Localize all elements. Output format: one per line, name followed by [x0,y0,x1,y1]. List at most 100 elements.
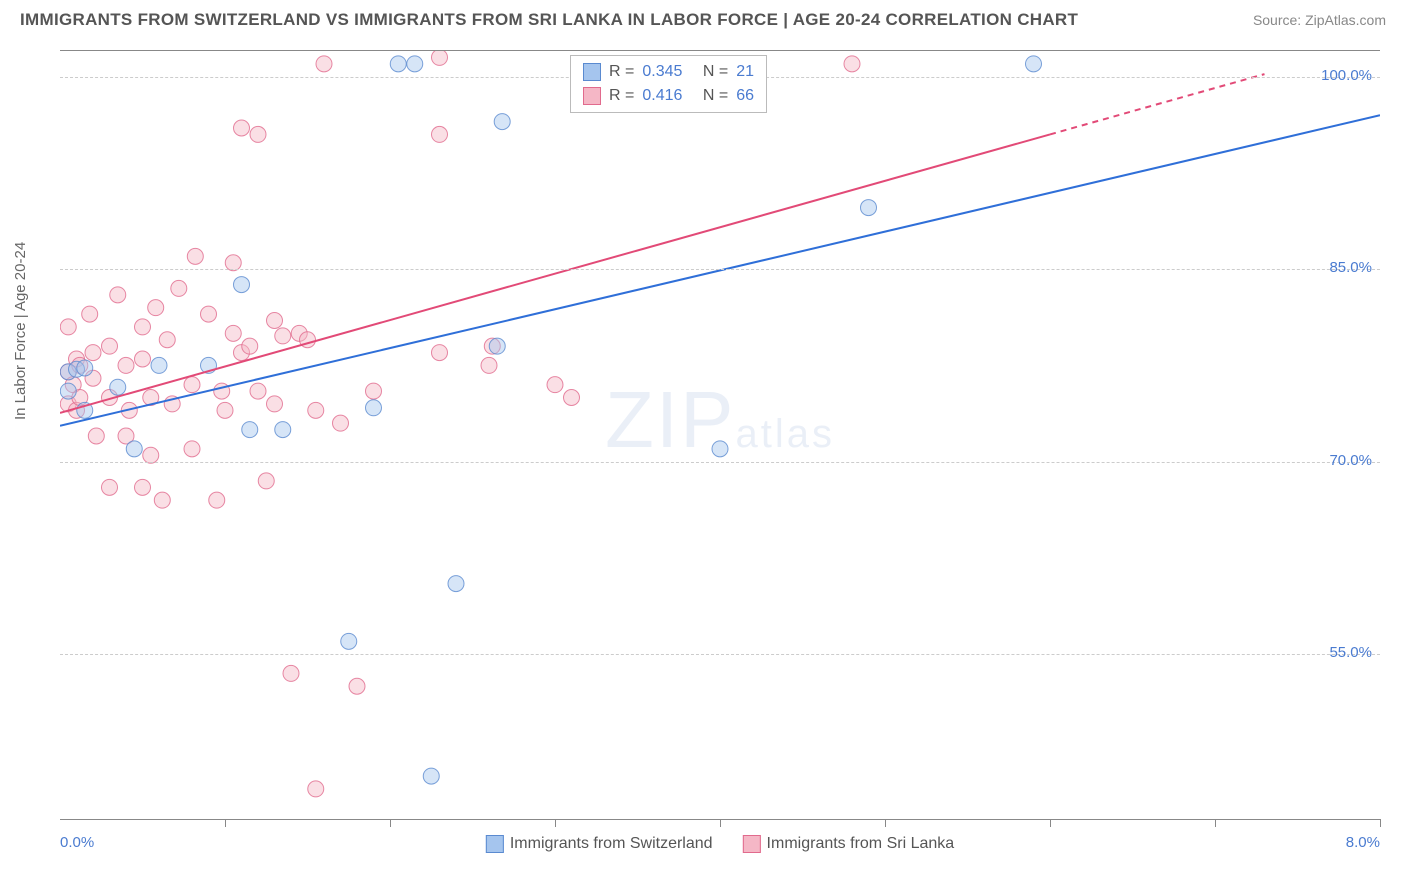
stats-row-series1: R = 0.345 N = 21 [583,60,754,84]
data-point [564,390,580,406]
data-point [171,280,187,296]
data-point [85,345,101,361]
gridline [60,462,1380,463]
data-point [77,360,93,376]
data-point [1026,56,1042,72]
x-tick [885,819,886,827]
data-point [712,441,728,457]
data-point [135,319,151,335]
data-point [201,306,217,322]
y-tick-label: 85.0% [1329,259,1372,276]
data-point [60,319,76,335]
chart-plot-area: ZIPatlas 55.0%70.0%85.0%100.0% R = 0.345… [60,50,1380,820]
r-value-series2: 0.416 [642,84,682,108]
data-point [432,345,448,361]
gridline [60,269,1380,270]
data-point [258,473,274,489]
regression-line [60,115,1380,426]
data-point [234,277,250,293]
data-point [184,441,200,457]
data-point [366,400,382,416]
data-point [159,332,175,348]
data-point [102,479,118,495]
stats-swatch-series1 [583,63,601,81]
source-attribution: Source: ZipAtlas.com [1253,12,1386,28]
n-label: N = [703,84,728,108]
data-point [217,402,233,418]
data-point [448,576,464,592]
data-point [275,422,291,438]
data-point [275,328,291,344]
data-point [250,383,266,399]
data-point [333,415,349,431]
data-point [60,383,76,399]
x-tick [1050,819,1051,827]
data-point [283,665,299,681]
data-point [242,338,258,354]
legend-item-series2: Immigrants from Sri Lanka [743,835,955,853]
data-point [148,300,164,316]
data-point [82,306,98,322]
y-tick-label: 55.0% [1329,644,1372,661]
x-tick [1380,819,1381,827]
x-axis-max-label: 8.0% [1346,834,1380,851]
x-tick [225,819,226,827]
data-point [154,492,170,508]
y-tick-label: 100.0% [1321,67,1372,84]
data-point [151,357,167,373]
x-tick [390,819,391,827]
scatter-svg [60,51,1380,821]
data-point [126,441,142,457]
data-point [135,351,151,367]
legend-swatch-series1 [486,835,504,853]
data-point [494,114,510,130]
chart-title: IMMIGRANTS FROM SWITZERLAND VS IMMIGRANT… [20,10,1078,30]
data-point [102,338,118,354]
data-point [861,200,877,216]
data-point [423,768,439,784]
data-point [844,56,860,72]
data-point [234,120,250,136]
x-tick [720,819,721,827]
x-tick [1215,819,1216,827]
data-point [481,357,497,373]
data-point [366,383,382,399]
data-point [489,338,505,354]
data-point [308,781,324,797]
bottom-legend: Immigrants from Switzerland Immigrants f… [486,835,954,853]
data-point [349,678,365,694]
data-point [316,56,332,72]
data-point [308,402,324,418]
legend-label-series1: Immigrants from Switzerland [510,835,713,853]
legend-item-series1: Immigrants from Switzerland [486,835,713,853]
data-point [250,126,266,142]
y-tick-label: 70.0% [1329,452,1372,469]
correlation-stats-box: R = 0.345 N = 21 R = 0.416 N = 66 [570,55,767,113]
n-value-series2: 66 [736,84,754,108]
n-label: N = [703,60,728,84]
data-point [209,492,225,508]
x-tick [555,819,556,827]
data-point [118,357,134,373]
data-point [390,56,406,72]
legend-swatch-series2 [743,835,761,853]
data-point [187,248,203,264]
data-point [432,51,448,65]
r-value-series1: 0.345 [642,60,682,84]
r-label: R = [609,84,634,108]
y-axis-label: In Labor Force | Age 20-24 [12,242,29,420]
data-point [135,479,151,495]
legend-label-series2: Immigrants from Sri Lanka [767,835,955,853]
r-label: R = [609,60,634,84]
data-point [88,428,104,444]
data-point [110,379,126,395]
x-axis-min-label: 0.0% [60,834,94,851]
regression-line [1050,74,1265,134]
stats-row-series2: R = 0.416 N = 66 [583,84,754,108]
data-point [267,396,283,412]
data-point [110,287,126,303]
data-point [547,377,563,393]
gridline [60,654,1380,655]
data-point [267,313,283,329]
stats-swatch-series2 [583,87,601,105]
